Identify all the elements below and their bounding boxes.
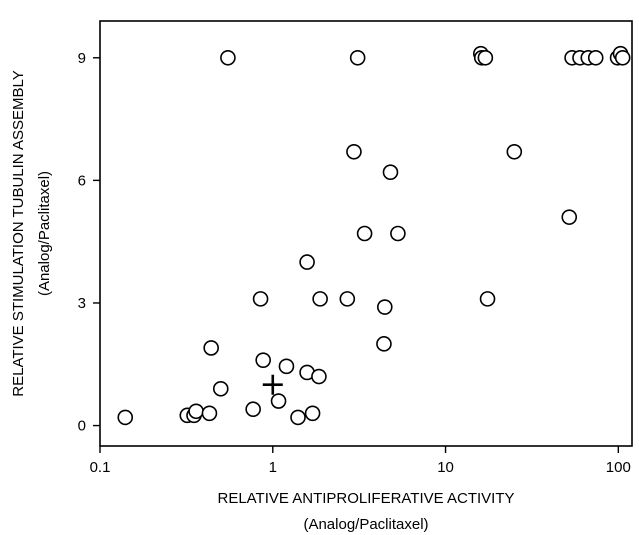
data-point	[304, 405, 321, 422]
y-tick-label: 9	[78, 50, 86, 67]
data-point	[390, 225, 406, 242]
data-point	[356, 225, 373, 242]
data-point	[299, 254, 315, 270]
x-tick-label: 10	[437, 459, 454, 476]
data-point	[479, 291, 496, 307]
data-point	[201, 405, 218, 422]
y-tick-label: 0	[78, 418, 86, 435]
data-point	[312, 291, 328, 307]
y-tick-label: 6	[78, 172, 86, 189]
x-tick-label: 0.1	[90, 459, 111, 476]
plot-frame	[99, 20, 633, 447]
data-point	[245, 401, 261, 418]
y-axis-subtitle: (Analog/Paclitaxel)	[36, 171, 53, 296]
data-point	[376, 299, 393, 315]
x-axis-subtitle: (Analog/Paclitaxel)	[303, 516, 428, 533]
data-point	[382, 164, 399, 181]
data-point	[614, 49, 631, 66]
x-axis-title: RELATIVE ANTIPROLIFERATIVE ACTIVITY	[217, 490, 514, 507]
data-point	[561, 209, 578, 225]
data-point	[587, 49, 604, 66]
x-tick-label: 100	[606, 459, 631, 476]
data-point	[278, 358, 295, 375]
data-point	[220, 49, 236, 66]
data-point	[477, 49, 494, 66]
data-point	[349, 49, 366, 66]
data-point	[252, 291, 269, 307]
reference-cross-point	[262, 374, 283, 395]
y-tick-label: 3	[78, 295, 86, 312]
data-point	[203, 340, 219, 356]
data-point	[188, 403, 204, 420]
data-point	[376, 336, 392, 352]
data-point	[117, 409, 134, 426]
y-axis-title: RELATIVE STIMULATION TUBULIN ASSEMBLY	[10, 70, 27, 396]
data-point	[506, 143, 523, 160]
data-point	[290, 409, 306, 426]
data-point	[339, 291, 356, 307]
data-point	[212, 380, 229, 397]
data-point	[270, 393, 287, 409]
data-point	[311, 368, 327, 385]
data-point	[255, 352, 271, 368]
x-tick-label: 1	[269, 459, 277, 476]
data-point	[346, 143, 362, 160]
